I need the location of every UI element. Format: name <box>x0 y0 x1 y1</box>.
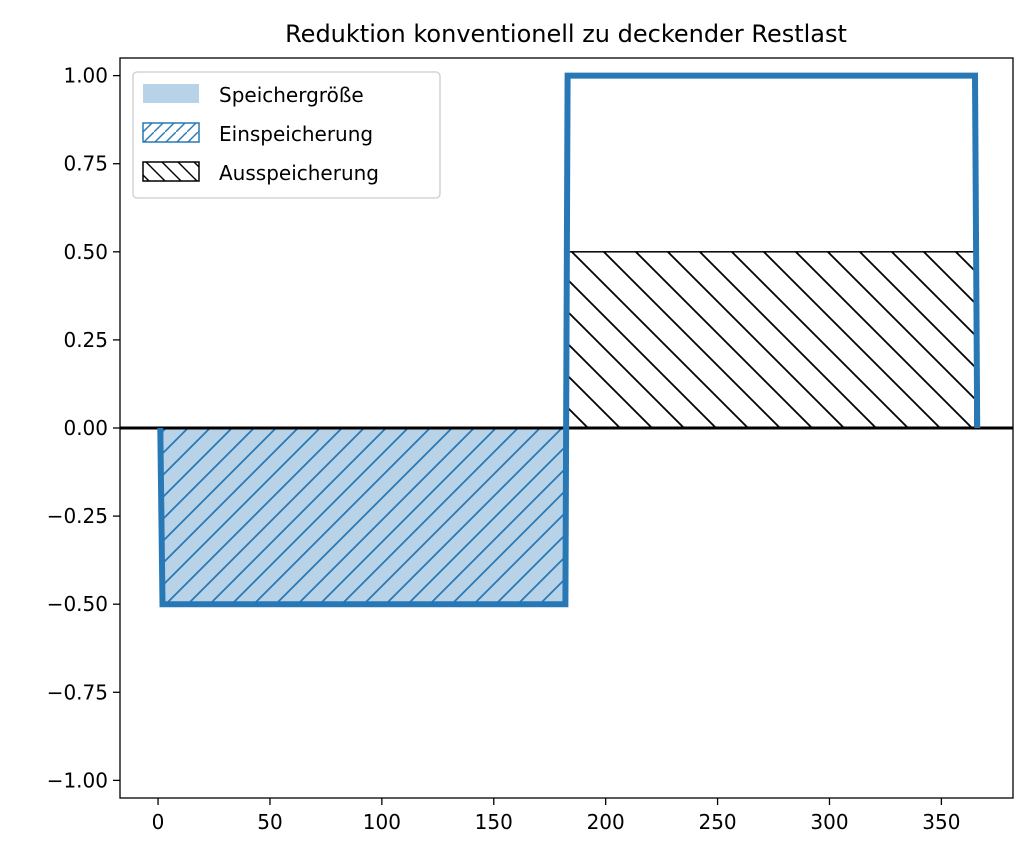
y-tick-label: −1.00 <box>47 768 108 792</box>
x-tick-label: 0 <box>152 810 165 834</box>
y-tick-label: 0.00 <box>63 416 108 440</box>
x-tick-label: 150 <box>475 810 513 834</box>
y-tick-label: −0.75 <box>47 680 108 704</box>
y-tick-label: 0.50 <box>63 240 108 264</box>
legend-label-einspeicherung: Einspeicherung <box>219 122 373 146</box>
x-tick-label: 250 <box>698 810 736 834</box>
legend-swatch-speichergroesse <box>143 84 199 103</box>
x-axis: 0 50 100 150 200 250 300 350 <box>152 798 960 834</box>
x-tick-label: 350 <box>922 810 960 834</box>
y-tick-label: 0.25 <box>63 328 108 352</box>
hatch-ausspeicherung <box>566 251 976 429</box>
series-line-restlast <box>157 72 981 608</box>
legend-swatch-ausspeicherung <box>142 161 200 182</box>
x-tick-label: 100 <box>363 810 401 834</box>
x-tick-label: 300 <box>810 810 848 834</box>
legend: Speichergröße Einspeicherung Ausspeicher… <box>132 71 441 199</box>
legend-swatch-einspeicherung <box>142 122 200 143</box>
x-tick-label: 200 <box>587 810 625 834</box>
chart-title: Reduktion konventionell zu deckender Res… <box>285 20 847 48</box>
plot-area <box>120 72 1013 608</box>
legend-frame <box>132 71 441 199</box>
y-axis: 1.00 0.75 0.50 0.25 0.00 −0.25 −0.50 −0.75 −1.00 <box>47 64 120 792</box>
y-tick-label: −0.25 <box>47 504 108 528</box>
hatch-einspeicherung <box>161 427 567 605</box>
x-tick-label: 50 <box>257 810 282 834</box>
y-tick-label: 1.00 <box>63 64 108 88</box>
y-tick-label: 0.75 <box>63 152 108 176</box>
legend-label-ausspeicherung: Ausspeicherung <box>219 161 379 185</box>
y-tick-label: −0.50 <box>47 592 108 616</box>
legend-label-speichergroesse: Speichergröße <box>219 83 364 107</box>
